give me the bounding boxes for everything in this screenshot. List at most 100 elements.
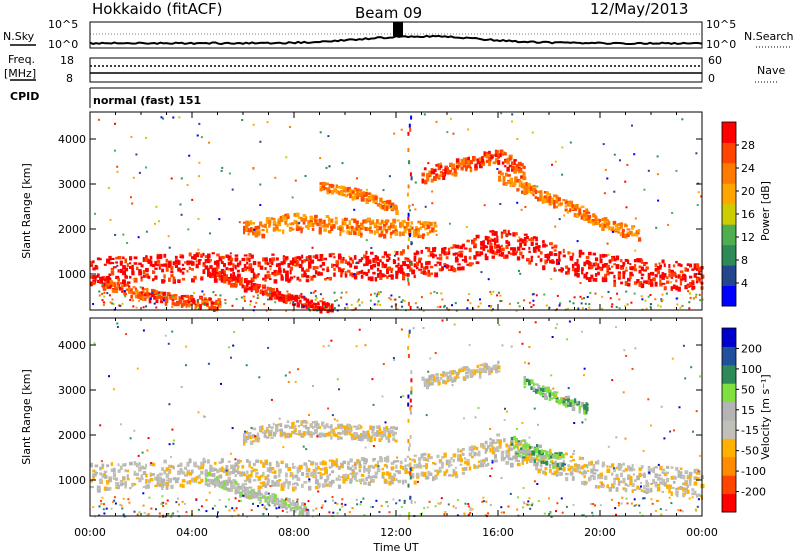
scatter-cell xyxy=(292,298,296,301)
scatter-cell xyxy=(331,252,335,256)
scatter-cell xyxy=(419,223,423,225)
scatter-cell xyxy=(246,491,250,496)
scatter-cell xyxy=(308,468,311,472)
scatter-cell xyxy=(148,293,152,296)
scatter-cell xyxy=(510,442,514,446)
scatter-cell xyxy=(129,275,132,279)
scatter-cell xyxy=(562,199,565,202)
scatter-cell xyxy=(633,268,638,272)
scatter-cell xyxy=(385,501,388,504)
scatter-cell xyxy=(522,444,526,448)
scatter-cell xyxy=(138,262,142,265)
scatter-cell xyxy=(576,263,580,266)
scatter-cell xyxy=(248,490,253,494)
scatter-cell xyxy=(211,267,215,270)
scatter-cell xyxy=(296,500,299,503)
scatter-cell xyxy=(645,261,648,265)
scatter-cell xyxy=(294,260,299,265)
scatter-cell xyxy=(434,264,438,267)
scatter-cell xyxy=(372,403,375,406)
scatter-cell xyxy=(548,392,551,396)
scatter-cell xyxy=(532,456,536,462)
scatter-cell xyxy=(454,252,459,255)
scatter-cell xyxy=(204,303,206,306)
scatter-cell xyxy=(652,272,655,276)
scatter-cell xyxy=(245,438,248,444)
scatter-cell xyxy=(633,263,637,268)
scatter-cell xyxy=(207,258,211,264)
scatter-cell xyxy=(181,271,185,275)
scatter-cell xyxy=(594,485,597,489)
scatter-cell xyxy=(363,271,367,275)
scatter-cell xyxy=(209,273,212,278)
scatter-cell xyxy=(106,292,109,295)
scatter-cell xyxy=(269,462,272,466)
scatter-cell xyxy=(181,479,186,483)
scatter-cell xyxy=(389,429,394,435)
scatter-cell xyxy=(444,511,447,513)
scatter-cell xyxy=(381,395,384,398)
scatter-cell xyxy=(688,307,691,310)
scatter-cell xyxy=(415,475,420,479)
scatter-cell xyxy=(369,438,373,443)
scatter-cell xyxy=(490,367,494,372)
scatter-cell xyxy=(645,479,648,483)
scatter-cell xyxy=(554,452,559,455)
scatter-cell xyxy=(494,369,498,374)
scatter-cell xyxy=(280,485,285,491)
scatter-cell xyxy=(444,372,448,377)
scatter-cell xyxy=(573,296,576,299)
scatter-cell xyxy=(622,487,626,491)
scatter-cell xyxy=(573,212,576,216)
scatter-cell xyxy=(155,297,158,301)
scatter-cell xyxy=(588,303,591,306)
scatter-cell xyxy=(432,476,435,482)
scatter-cell xyxy=(675,279,678,283)
scatter-cell xyxy=(106,279,110,282)
scatter-cell xyxy=(247,433,251,437)
scatter-cell xyxy=(289,502,292,505)
scatter-cell xyxy=(319,182,323,185)
scatter-cell xyxy=(525,182,528,186)
scatter-cell xyxy=(668,273,671,278)
scatter-cell xyxy=(562,254,566,258)
scatter-cell xyxy=(231,188,234,191)
scatter-cell xyxy=(348,225,351,230)
scatter-cell xyxy=(271,467,275,470)
scatter-cell xyxy=(335,477,340,481)
scatter-cell xyxy=(170,465,174,469)
scatter-cell xyxy=(363,254,367,259)
scatter-cell xyxy=(246,459,249,463)
scatter-cell xyxy=(140,291,143,294)
scatter-cell xyxy=(663,263,666,267)
scatter-cell xyxy=(234,462,238,467)
scatter-cell xyxy=(592,262,596,266)
scatter-cell xyxy=(512,247,517,253)
scatter-cell xyxy=(481,159,485,163)
scatter-cell xyxy=(165,267,169,272)
scatter-cell xyxy=(661,478,666,484)
scatter-cell xyxy=(279,423,283,428)
scatter-cell xyxy=(311,217,315,220)
scatter-cell xyxy=(611,463,615,467)
scatter-cell xyxy=(573,450,576,452)
scatter-cell xyxy=(537,384,541,390)
scatter-cell xyxy=(398,296,401,299)
scatter-cell xyxy=(265,508,268,511)
scatter-cell xyxy=(682,492,686,498)
scatter-cell xyxy=(629,476,633,481)
scatter-cell xyxy=(521,446,526,451)
scatter-cell xyxy=(284,221,288,225)
scatter-cell xyxy=(555,199,559,204)
scatter-cell xyxy=(487,236,490,241)
scatter-cell xyxy=(612,467,615,470)
scatter-cell xyxy=(132,286,136,289)
scatter-cell xyxy=(483,365,488,369)
scatter-cell xyxy=(145,136,147,139)
scatter-cell xyxy=(460,166,463,170)
scatter-cell xyxy=(415,250,418,255)
scatter-cell xyxy=(94,472,97,477)
scatter-cell xyxy=(334,427,337,430)
scatter-cell xyxy=(144,297,147,301)
scatter-cell xyxy=(305,511,310,514)
